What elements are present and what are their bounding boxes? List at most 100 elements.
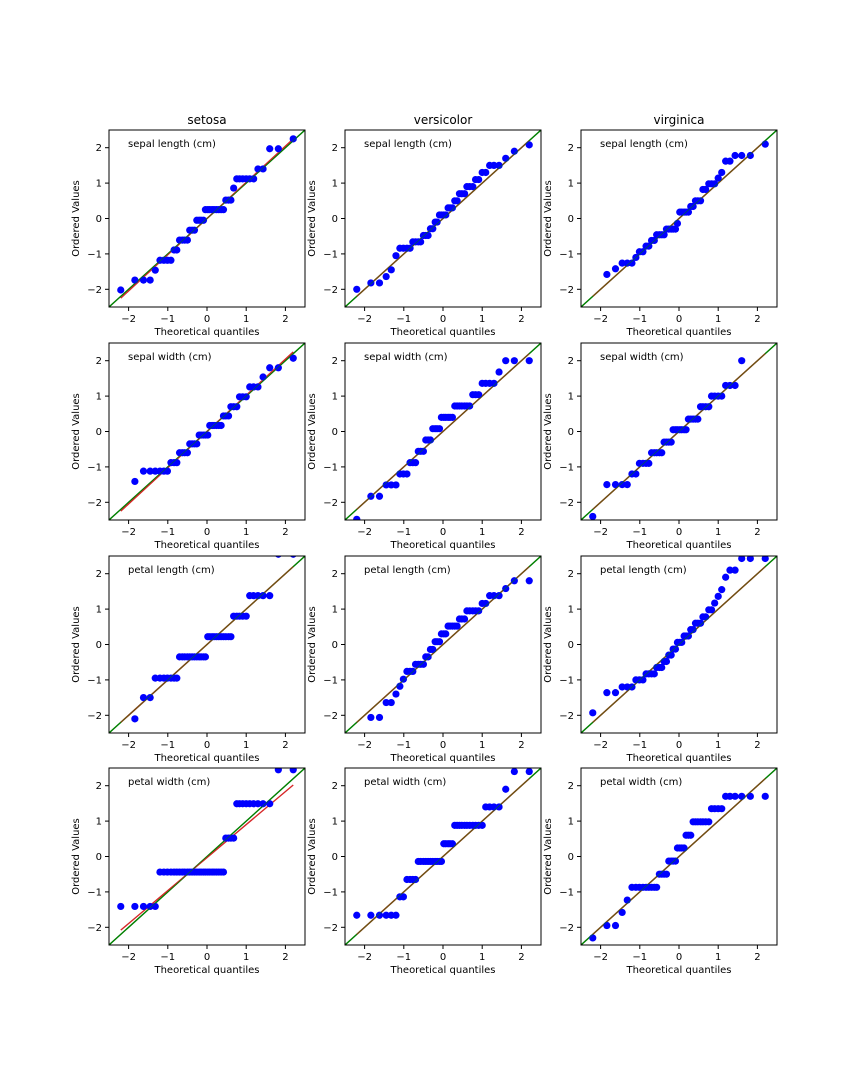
data-point xyxy=(618,683,626,691)
data-point xyxy=(680,844,688,852)
data-point xyxy=(618,481,626,489)
data-point xyxy=(146,902,154,911)
data-point xyxy=(502,154,510,162)
x-axis-label: Theoretical quantiles xyxy=(153,327,259,338)
x-tick-label: 1 xyxy=(479,527,485,538)
data-point xyxy=(382,481,390,489)
data-point xyxy=(658,663,666,672)
data-point xyxy=(714,592,722,600)
x-tick-label: 2 xyxy=(282,527,288,538)
x-tick-label: −1 xyxy=(396,740,411,751)
fit-line xyxy=(120,784,294,931)
data-point xyxy=(746,792,754,800)
data-point xyxy=(603,481,611,489)
y-axis-label: Ordered Values xyxy=(307,393,318,470)
data-point xyxy=(131,477,139,486)
data-point xyxy=(266,364,274,372)
data-point xyxy=(442,630,450,638)
x-tick-label: −2 xyxy=(121,740,136,751)
x-tick-label: 2 xyxy=(282,740,288,751)
subplot-annotation: sepal width (cm) xyxy=(128,352,212,363)
data-point xyxy=(375,279,384,287)
data-point xyxy=(731,151,739,160)
x-tick-label: 2 xyxy=(754,314,760,325)
subplot-annotation: sepal length (cm) xyxy=(600,139,688,150)
data-point xyxy=(131,276,139,284)
reference-line-overlay xyxy=(345,768,541,945)
x-tick-label: −1 xyxy=(160,314,175,325)
x-tick-label: 2 xyxy=(754,527,760,538)
x-tick-label: −2 xyxy=(121,952,136,963)
data-point xyxy=(173,246,181,254)
data-point xyxy=(419,447,427,455)
x-tick-label: −2 xyxy=(357,952,372,963)
data-point xyxy=(411,875,420,884)
data-point xyxy=(448,413,457,421)
data-point xyxy=(718,586,726,594)
x-tick-label: 0 xyxy=(204,740,210,751)
data-point xyxy=(495,803,503,811)
plot-area xyxy=(345,130,541,307)
subplot-annotation: petal length (cm) xyxy=(364,565,451,576)
x-tick-label: 0 xyxy=(440,527,446,538)
data-point xyxy=(375,492,384,500)
y-tick-label: 1 xyxy=(332,392,338,403)
y-tick-label: 2 xyxy=(332,356,338,367)
plot-area xyxy=(345,556,541,733)
data-point xyxy=(731,792,739,800)
y-tick-label: 0 xyxy=(568,852,574,863)
data-point xyxy=(392,481,400,489)
data-point xyxy=(525,141,533,149)
data-point xyxy=(611,921,620,930)
data-point xyxy=(682,426,690,434)
y-tick-label: −1 xyxy=(323,887,338,898)
x-tick-label: 1 xyxy=(243,740,249,751)
subplot: −2 −2 −1 −1 0 0 1 1 2 2 Theoretical quantiles Order… xyxy=(543,342,778,551)
data-point xyxy=(353,911,361,919)
data-point xyxy=(632,470,640,478)
data-point xyxy=(705,403,713,411)
y-tick-label: −2 xyxy=(87,498,102,509)
data-point xyxy=(687,831,695,839)
y-tick-label: −2 xyxy=(323,711,338,722)
y-axis-label: Ordered Values xyxy=(71,818,82,895)
y-tick-label: −1 xyxy=(87,887,102,898)
data-point xyxy=(650,670,658,678)
column-title: virginica xyxy=(654,113,705,127)
y-tick-label: 2 xyxy=(96,356,102,367)
data-point xyxy=(219,206,228,214)
x-axis-label: Theoretical quantiles xyxy=(153,540,259,551)
subplot-annotation: petal width (cm) xyxy=(600,777,682,788)
subplot: −2 −2 −1 −1 0 0 1 1 2 2 Theoretical quantiles Order… xyxy=(307,767,542,976)
x-tick-label: −2 xyxy=(593,527,608,538)
y-tick-label: 1 xyxy=(96,179,102,190)
x-tick-label: 0 xyxy=(676,740,682,751)
subplot: −2 −2 −1 −1 0 0 1 1 2 2 Theoretical quantiles Order… xyxy=(307,555,542,764)
subplot-annotation: petal length (cm) xyxy=(128,565,215,576)
x-tick-label: −1 xyxy=(632,527,647,538)
data-point xyxy=(475,175,483,184)
data-point xyxy=(761,792,769,800)
data-point xyxy=(684,208,693,216)
plot-area xyxy=(581,130,777,307)
y-tick-label: 2 xyxy=(332,143,338,154)
y-tick-label: 2 xyxy=(568,781,574,792)
data-point xyxy=(139,276,148,284)
data-point xyxy=(589,934,597,942)
data-point xyxy=(399,893,408,901)
data-point xyxy=(711,180,719,188)
data-point xyxy=(749,343,751,344)
data-point xyxy=(217,421,225,430)
x-axis-label: Theoretical quantiles xyxy=(625,753,731,764)
data-point xyxy=(290,556,297,558)
x-axis-label: Theoretical quantiles xyxy=(153,965,259,976)
y-axis-label: Ordered Values xyxy=(543,606,554,683)
data-point xyxy=(502,357,510,365)
y-tick-label: 0 xyxy=(96,640,102,651)
x-tick-label: −2 xyxy=(593,952,608,963)
subplot: −2 −2 −1 −1 0 0 1 1 2 2 Theoretical quantiles Order… xyxy=(71,767,306,976)
data-point xyxy=(525,357,533,365)
y-tick-label: −1 xyxy=(323,462,338,473)
y-tick-label: −2 xyxy=(559,498,574,509)
